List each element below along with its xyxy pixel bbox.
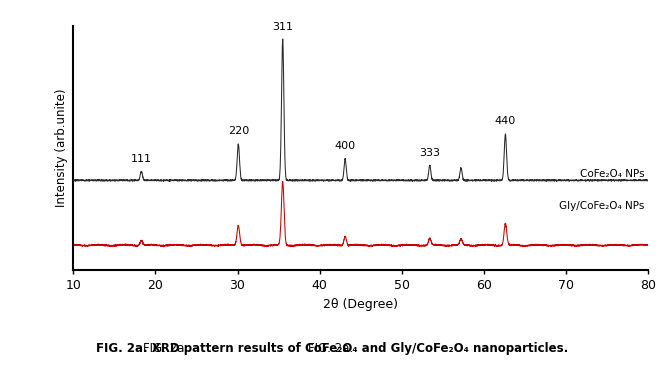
Text: 333: 333 — [420, 148, 440, 158]
X-axis label: 2θ (Degree): 2θ (Degree) — [323, 298, 398, 311]
Text: FIG. 2a. ​XRD pattern results of CoFe₂O₄ and Gly/CoFe₂O₄ nanoparticles.: FIG. 2a. ​XRD pattern results of CoFe₂O₄… — [96, 342, 569, 355]
Text: 220: 220 — [227, 127, 249, 137]
Text: CoFe₂O₄ NPs: CoFe₂O₄ NPs — [580, 169, 644, 179]
Text: 311: 311 — [272, 22, 293, 32]
Text: Gly/CoFe₂O₄ NPs: Gly/CoFe₂O₄ NPs — [559, 201, 644, 211]
Text: 400: 400 — [334, 141, 356, 151]
Text: 440: 440 — [495, 117, 516, 127]
Text: FIG. 2a.: FIG. 2a. — [143, 342, 188, 355]
Text: 111: 111 — [131, 154, 152, 164]
Text: FIG. 2a. XRD pattern results of CoFe₂O₄ and Gly/CoFe₂O₄ nanoparticles.: FIG. 2a. XRD pattern results of CoFe₂O₄ … — [122, 342, 543, 355]
Y-axis label: Intensity (arb.unite): Intensity (arb.unite) — [55, 89, 68, 207]
Text: FIG. 2a.: FIG. 2a. — [308, 342, 357, 355]
